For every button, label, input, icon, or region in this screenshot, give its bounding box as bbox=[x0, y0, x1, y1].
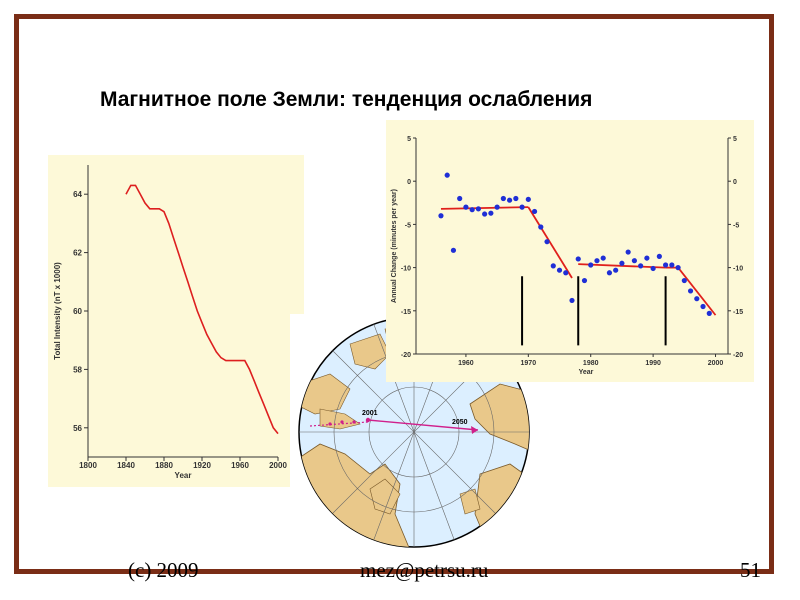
data-point bbox=[500, 195, 506, 202]
data-point bbox=[525, 196, 531, 202]
map-label-2001: 2001 bbox=[362, 410, 378, 417]
trend-segment bbox=[677, 267, 717, 316]
data-point bbox=[644, 255, 650, 261]
data-point bbox=[594, 258, 600, 264]
data-point bbox=[650, 265, 656, 272]
data-point bbox=[669, 262, 675, 268]
annual-change-x-tick-label: 2000 bbox=[708, 360, 724, 367]
data-point bbox=[482, 211, 488, 217]
slide-title: Магнитное поле Земли: тенденция ослаблен… bbox=[100, 88, 593, 111]
data-point bbox=[563, 270, 569, 276]
annual-change-y-tick-label-right: 0 bbox=[733, 179, 737, 186]
data-point bbox=[656, 253, 662, 259]
data-point bbox=[550, 263, 556, 269]
data-point bbox=[706, 310, 712, 316]
data-point bbox=[631, 258, 637, 264]
data-point bbox=[675, 265, 681, 271]
data-point bbox=[513, 195, 519, 202]
data-point bbox=[625, 249, 631, 255]
data-point bbox=[507, 197, 513, 203]
data-point bbox=[700, 303, 706, 310]
data-point bbox=[681, 277, 687, 284]
intensity-x-tick-label: 1960 bbox=[231, 461, 249, 470]
map-label-2050: 2050 bbox=[452, 419, 468, 426]
annual-change-x-label: Year bbox=[579, 369, 594, 376]
annual-change-y-tick-label-right: -20 bbox=[733, 352, 743, 359]
data-point bbox=[687, 288, 694, 294]
annual-change-y-tick-label: -15 bbox=[401, 309, 411, 316]
annual-change-y-tick-label: -10 bbox=[401, 266, 411, 273]
footer-copyright: (c) 2009 bbox=[128, 558, 199, 582]
data-point bbox=[619, 260, 625, 266]
intensity-x-label: Year bbox=[175, 471, 192, 480]
intensity-y-tick-label: 58 bbox=[73, 365, 82, 374]
intensity-y-tick-label: 56 bbox=[73, 424, 82, 433]
data-point bbox=[444, 172, 450, 178]
intensity-y-tick-label: 60 bbox=[73, 307, 82, 316]
data-point bbox=[606, 270, 613, 276]
data-point bbox=[613, 267, 619, 273]
intensity-x-tick-label: 1800 bbox=[79, 461, 97, 470]
annual-change-y-tick-label: -5 bbox=[405, 222, 411, 229]
annual-change-y-tick-label: 5 bbox=[407, 136, 411, 143]
pole-track bbox=[309, 417, 479, 434]
data-point bbox=[438, 213, 444, 219]
annual-change-y-tick-label: 0 bbox=[407, 179, 411, 186]
intensity-x-tick-label: 1920 bbox=[193, 461, 211, 470]
annual-change-x-tick-label: 1960 bbox=[458, 360, 474, 367]
intensity-y-label: Total Intensity (nT x 1000) bbox=[53, 262, 62, 360]
data-point bbox=[494, 204, 500, 210]
intensity-x-tick-label: 1840 bbox=[117, 461, 135, 470]
intensity-x-tick-label: 1880 bbox=[155, 461, 173, 470]
data-point bbox=[450, 247, 457, 253]
data-point bbox=[469, 207, 475, 213]
data-point bbox=[531, 208, 538, 215]
data-point bbox=[463, 204, 469, 210]
annual-change-x-tick-label: 1980 bbox=[583, 360, 599, 367]
data-point bbox=[475, 206, 481, 212]
data-point bbox=[575, 256, 581, 262]
data-point bbox=[519, 204, 525, 210]
intensity-line bbox=[125, 184, 279, 435]
intensity-y-tick-label: 62 bbox=[73, 249, 82, 258]
annual-change-chart: 5 5 0 0 -5 -5 -10 -10 -15 -15 -20 -20 1960 1970 1980 19… bbox=[391, 136, 743, 376]
data-point bbox=[556, 267, 563, 273]
data-point bbox=[538, 224, 544, 230]
data-point bbox=[638, 263, 644, 269]
annual-change-y-tick-label-right: -15 bbox=[733, 309, 743, 316]
annual-change-y-tick-label-right: -5 bbox=[733, 222, 739, 229]
annual-change-x-tick-label: 1970 bbox=[521, 360, 537, 367]
annual-change-y-tick-label-right: 5 bbox=[733, 136, 737, 143]
data-point bbox=[457, 195, 463, 202]
annual-change-y-tick-label: -20 bbox=[401, 352, 411, 359]
data-point bbox=[694, 296, 700, 302]
slide-number: 51 bbox=[740, 558, 761, 582]
data-point bbox=[544, 239, 550, 245]
trend-segment bbox=[527, 206, 573, 279]
data-point bbox=[600, 255, 606, 261]
intensity-y-tick-label: 64 bbox=[73, 190, 82, 199]
data-point bbox=[569, 297, 575, 304]
annual-change-chart-panel: 5 5 0 0 -5 -5 -10 -10 -15 -15 -20 -20 1960 1970 1980 19… bbox=[386, 120, 754, 382]
intensity-x-tick-label: 2000 bbox=[269, 461, 287, 470]
annual-change-y-label: Annual Change (minutes per year) bbox=[391, 189, 398, 303]
annual-change-y-tick-label-right: -10 bbox=[733, 266, 743, 273]
footer-email: mez@petrsu.ru bbox=[360, 558, 489, 582]
intensity-chart-panel: 56 58 60 62 64 1800 1840 1880 1920 1960 2000 Year … bbox=[48, 155, 304, 487]
data-point bbox=[581, 277, 588, 284]
data-point bbox=[488, 210, 494, 216]
data-point bbox=[663, 262, 669, 268]
trend-segment bbox=[440, 206, 529, 210]
annual-change-x-tick-label: 1990 bbox=[645, 360, 661, 367]
data-point bbox=[588, 262, 594, 268]
